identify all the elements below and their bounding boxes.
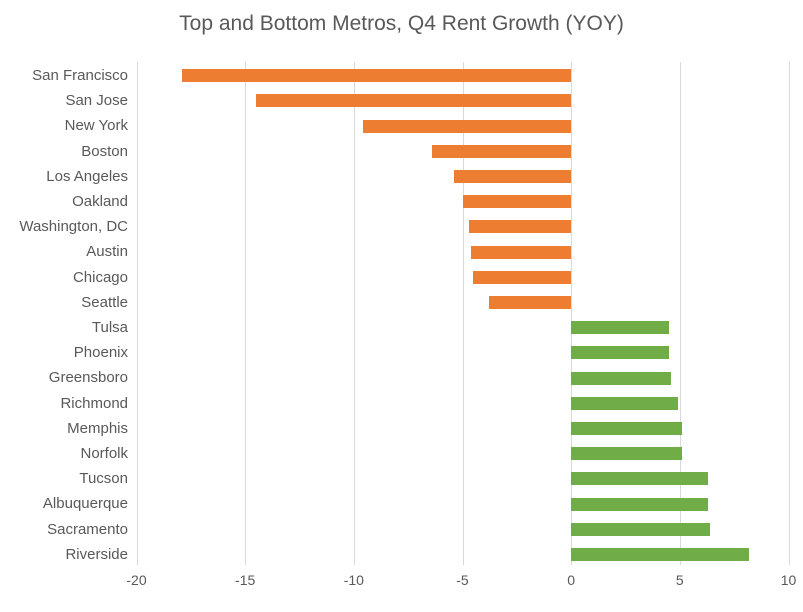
category-label: Boston	[81, 142, 128, 160]
gridline	[571, 62, 573, 565]
bar	[571, 472, 709, 486]
category-label: Richmond	[60, 394, 128, 412]
category-label: San Jose	[65, 92, 128, 110]
category-label: Seattle	[81, 293, 128, 311]
bar	[571, 421, 682, 435]
bar	[571, 321, 669, 335]
bar	[488, 295, 572, 309]
bar	[182, 69, 572, 83]
gridline	[136, 62, 138, 565]
bar	[473, 270, 572, 284]
category-label: Chicago	[72, 268, 128, 286]
bar	[571, 497, 709, 511]
bar	[571, 371, 672, 385]
category-label: Oakland	[72, 193, 128, 210]
x-tick-label: -10	[343, 572, 364, 588]
gridline	[679, 62, 681, 565]
category-label: San Francisco	[32, 67, 128, 84]
category-label: Tulsa	[91, 319, 128, 336]
category-label: Tucson	[79, 470, 128, 488]
bar	[571, 396, 678, 410]
category-label: New York	[64, 117, 128, 135]
x-tick-label: 0	[567, 572, 576, 588]
bar	[362, 119, 572, 133]
category-label: Greensboro	[48, 369, 128, 387]
bar	[571, 447, 682, 461]
bar	[432, 144, 572, 158]
x-tick-label: -5	[456, 572, 469, 588]
x-tick-label: 5	[675, 572, 684, 588]
x-tick-label: 10	[780, 572, 797, 588]
category-label: Albuquerque	[42, 495, 128, 513]
gridline	[353, 62, 355, 565]
chart-title: Top and Bottom Metros, Q4 Rent Growth (Y…	[179, 12, 624, 35]
category-label: Los Angeles	[46, 167, 128, 185]
bar	[471, 245, 572, 259]
gridline	[788, 62, 790, 565]
bar	[571, 547, 750, 561]
bar	[571, 346, 669, 360]
gridline	[462, 62, 464, 565]
category-label: Austin	[86, 243, 128, 261]
bar	[571, 522, 711, 536]
category-label: Riverside	[65, 545, 128, 563]
bar	[469, 220, 572, 234]
gridline	[245, 62, 247, 565]
category-label: Memphis	[67, 419, 128, 437]
category-label: Norfolk	[80, 445, 128, 462]
bar	[453, 169, 572, 183]
x-tick-label: -15	[235, 572, 256, 588]
category-label: Sacramento	[47, 520, 128, 538]
bar	[256, 94, 572, 108]
category-label: Phoenix	[73, 344, 128, 362]
category-label: Washington, DC	[19, 218, 128, 236]
bar	[462, 195, 572, 209]
x-tick-label: -20	[126, 572, 147, 588]
